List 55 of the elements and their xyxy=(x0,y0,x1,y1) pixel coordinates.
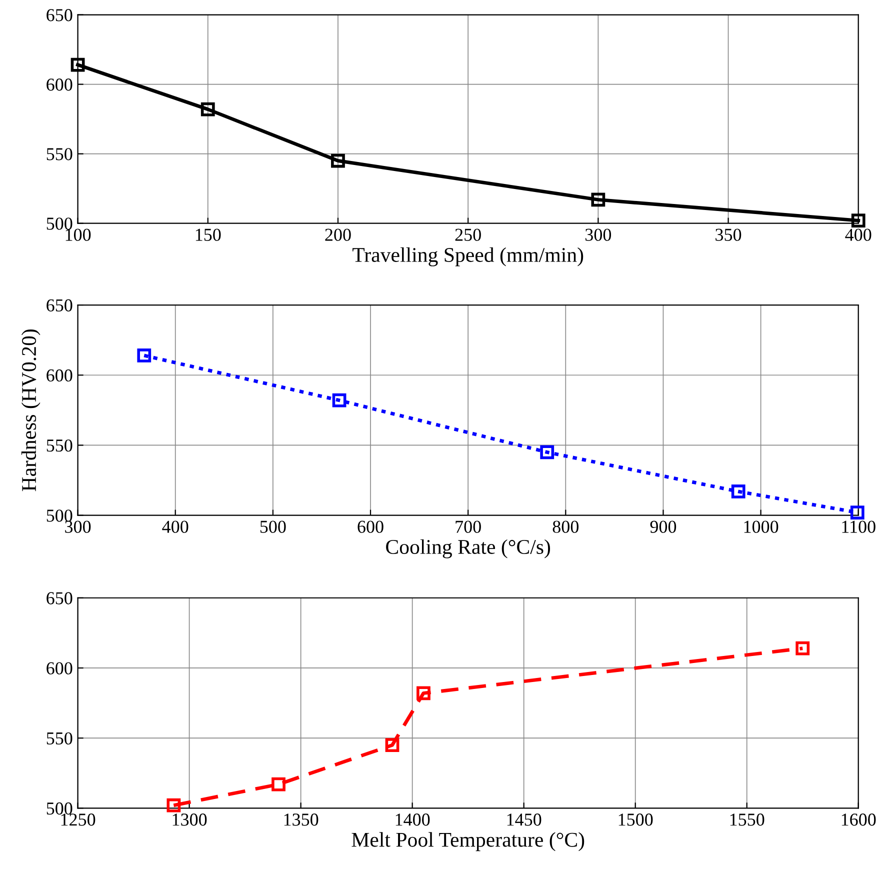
y-tick-label: 600 xyxy=(46,369,72,382)
x-tick-label: 800 xyxy=(552,520,579,533)
point xyxy=(166,798,181,812)
y-tick-label: 550 xyxy=(46,439,72,452)
y-tick-label: 500 xyxy=(46,218,72,230)
x-tick-label: 1300 xyxy=(172,814,207,826)
x-tick-label: 1100 xyxy=(842,520,876,533)
x-tick-label: 250 xyxy=(455,228,481,241)
y-tick-label: 500 xyxy=(46,510,72,522)
y-tick-label: 550 xyxy=(46,732,72,745)
x-axis-title: Travelling Speed (mm/min) xyxy=(352,247,584,266)
x-tick-label: 1250 xyxy=(61,814,96,826)
point xyxy=(200,102,215,116)
x-tick-label: 200 xyxy=(325,228,351,241)
x-tick-label: 1550 xyxy=(730,814,764,826)
y-tick-label: 650 xyxy=(46,9,72,22)
x-tick-label: 1000 xyxy=(744,520,778,533)
point xyxy=(851,214,866,228)
x-tick-label: 600 xyxy=(358,520,384,533)
y-tick-label: 500 xyxy=(46,802,72,815)
x-tick-label: 300 xyxy=(65,520,91,533)
point xyxy=(385,738,400,752)
x-tick-label: 150 xyxy=(196,228,221,241)
x-tick-label: 1400 xyxy=(396,814,430,826)
point xyxy=(416,686,430,700)
point xyxy=(137,348,152,362)
x-tick-label: 300 xyxy=(585,228,612,241)
point xyxy=(272,777,286,792)
point xyxy=(850,506,864,520)
point xyxy=(731,484,746,498)
x-axis-title: Melt Pool Temperature (°C) xyxy=(352,832,584,852)
x-tick-label: 1500 xyxy=(618,814,653,826)
x-tick-label: 1450 xyxy=(507,814,542,826)
y-tick-label: 650 xyxy=(46,299,72,312)
point xyxy=(331,154,345,168)
x-tick-label: 700 xyxy=(456,520,481,533)
x-tick-label: 900 xyxy=(650,520,676,533)
y-tick-label: 550 xyxy=(46,148,72,160)
x-tick-label: 400 xyxy=(162,520,188,533)
x-tick-label: 100 xyxy=(66,228,91,241)
y-tick-label: 650 xyxy=(46,592,72,604)
y-axis-title: Hardness (HV0.20) xyxy=(21,330,40,492)
point xyxy=(591,192,606,207)
x-tick-label: 1600 xyxy=(842,814,876,826)
x-axis-title: Cooling Rate (°C/s) xyxy=(386,539,550,558)
y-tick-label: 600 xyxy=(46,78,72,91)
point xyxy=(796,641,810,656)
x-tick-label: 350 xyxy=(716,228,742,241)
point xyxy=(70,58,85,72)
x-tick-label: 1350 xyxy=(284,814,318,826)
x-tick-label: 400 xyxy=(845,228,872,241)
point xyxy=(332,393,346,408)
y-tick-label: 600 xyxy=(46,662,72,674)
x-tick-label: 500 xyxy=(260,520,286,533)
point xyxy=(540,445,554,460)
